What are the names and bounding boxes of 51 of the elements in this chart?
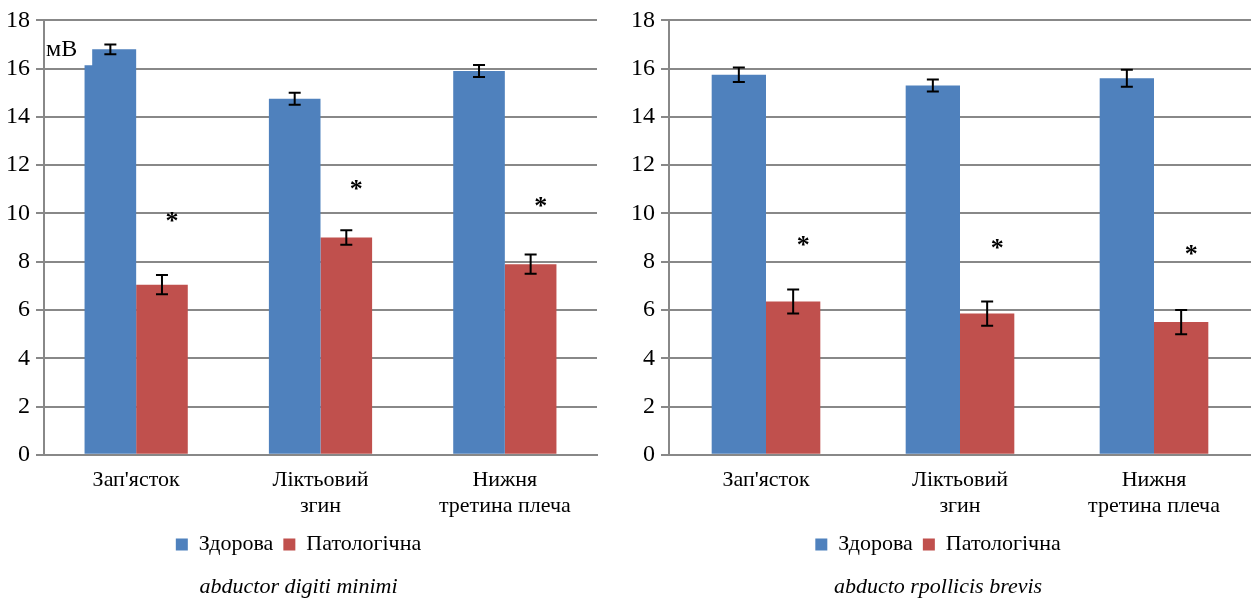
- y-tick-label: 4: [643, 343, 655, 370]
- bar: [268, 98, 321, 454]
- bar: [504, 264, 557, 454]
- y-tick-label: 18: [6, 5, 30, 32]
- legend-label: Здорова: [838, 530, 914, 556]
- legend-label: Патологічна: [306, 530, 422, 556]
- x-tick-label: Нижня третина плеча: [1088, 465, 1221, 518]
- bar: [1099, 78, 1154, 454]
- y-tick-label: 0: [643, 440, 655, 467]
- y-tick-label: 16: [6, 53, 30, 80]
- y-tick-label: 18: [631, 5, 655, 32]
- x-tick-label: Зап'ясток: [92, 465, 181, 491]
- text: abducto rpollicis brevis: [833, 572, 1043, 598]
- y-tick-label: 4: [18, 343, 30, 370]
- y-tick-label: 0: [18, 440, 30, 467]
- annotation: *: [349, 174, 363, 204]
- y-tick-label: 2: [18, 391, 30, 418]
- annotation: *: [1184, 239, 1198, 269]
- y-tick-label: 6: [18, 295, 30, 322]
- annotation: *: [990, 233, 1004, 263]
- y-tick-label: 2: [643, 391, 655, 418]
- y-tick-label: 14: [6, 102, 30, 129]
- x-tick-label: Зап'ясток: [722, 465, 810, 491]
- y-tick-label: 6: [643, 295, 655, 322]
- bar: [136, 284, 188, 454]
- y-tick-label: 10: [631, 198, 655, 225]
- annotation: *: [165, 205, 179, 235]
- annotation: *: [534, 191, 548, 221]
- y-tick-label: 16: [631, 53, 655, 80]
- y-tick-label: 8: [643, 247, 655, 274]
- legend-label: Здорова: [198, 530, 274, 556]
- y-axis-title: мВ: [46, 34, 78, 61]
- y-tick-label: 12: [6, 150, 30, 177]
- bar: [1154, 322, 1209, 454]
- x-tick-label: Ліктьовий згин: [911, 465, 1009, 518]
- annotation: *: [796, 229, 810, 259]
- bar: [453, 71, 505, 454]
- x-tick-label: Ліктьовий згин: [272, 465, 369, 518]
- legend-label: Патологічна: [945, 530, 1061, 556]
- x-tick-label: Нижня третина плеча: [438, 465, 571, 518]
- bar: [960, 313, 1015, 454]
- y-tick-label: 8: [18, 247, 30, 274]
- bar: [711, 74, 766, 454]
- bar: [766, 301, 821, 454]
- text: abductor digiti minimi: [199, 572, 398, 598]
- y-tick-label: 12: [631, 150, 655, 177]
- y-tick-label: 14: [631, 102, 655, 129]
- bar: [320, 237, 373, 454]
- bar: [84, 49, 137, 454]
- y-tick-label: 10: [6, 198, 30, 225]
- bar: [905, 85, 960, 454]
